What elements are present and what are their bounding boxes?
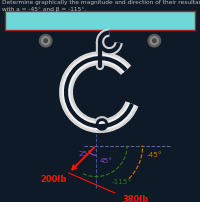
Circle shape	[148, 35, 161, 48]
Circle shape	[44, 40, 47, 43]
Text: 380lb: 380lb	[122, 194, 148, 202]
Text: -115°: -115°	[112, 178, 132, 184]
Text: 45°: 45°	[100, 157, 113, 163]
Text: Determine graphically the magnitude and direction of their resultant when P = 20: Determine graphically the magnitude and …	[2, 0, 200, 12]
Circle shape	[42, 38, 50, 45]
Text: 25°: 25°	[78, 151, 91, 157]
Text: -45°: -45°	[147, 152, 162, 158]
Circle shape	[150, 38, 158, 45]
Bar	[5, 12, 195, 31]
Text: 200lb: 200lb	[40, 174, 67, 183]
Circle shape	[39, 35, 52, 48]
Circle shape	[153, 40, 156, 43]
Bar	[5, 12, 195, 31]
